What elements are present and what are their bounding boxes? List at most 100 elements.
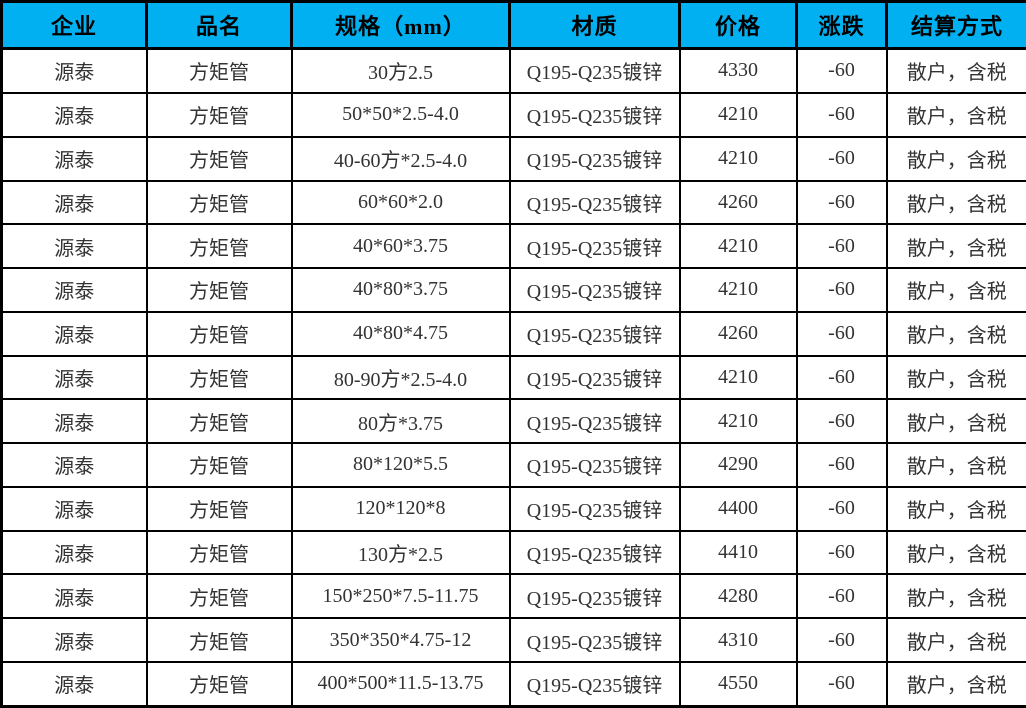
- table-row: 源泰 方矩管 350*350*4.75-12 Q195-Q235镀锌 4310 …: [0, 617, 1026, 663]
- cell-product: 方矩管: [145, 398, 293, 445]
- cell-company: 源泰: [0, 223, 148, 270]
- table-row: 源泰 方矩管 120*120*8 Q195-Q235镀锌 4400 -60 散户…: [0, 485, 1026, 532]
- cell-spec: 130方*2.5: [290, 529, 511, 576]
- cell-price: 4280: [678, 573, 798, 620]
- cell-material: Q195-Q235镀锌: [508, 573, 681, 620]
- cell-company: 源泰: [0, 354, 148, 401]
- cell-change: -60: [795, 529, 888, 576]
- cell-material: Q195-Q235镀锌: [508, 267, 681, 313]
- cell-spec: 400*500*11.5-13.75: [290, 660, 511, 708]
- cell-change: -60: [795, 660, 888, 708]
- cell-settlement: 散户，含税: [885, 354, 1026, 401]
- column-header-product: 品名: [145, 0, 293, 50]
- cell-change: -60: [795, 310, 888, 357]
- cell-change: -60: [795, 573, 888, 620]
- cell-price: 4310: [678, 617, 798, 663]
- cell-spec: 120*120*8: [290, 485, 511, 532]
- cell-settlement: 散户，含税: [885, 91, 1026, 138]
- cell-settlement: 散户，含税: [885, 47, 1026, 94]
- cell-product: 方矩管: [145, 223, 293, 270]
- cell-spec: 40-60方*2.5-4.0: [290, 135, 511, 182]
- cell-settlement: 散户，含税: [885, 310, 1026, 357]
- table-row: 源泰 方矩管 80-90方*2.5-4.0 Q195-Q235镀锌 4210 -…: [0, 354, 1026, 401]
- cell-change: -60: [795, 47, 888, 94]
- cell-change: -60: [795, 354, 888, 401]
- cell-material: Q195-Q235镀锌: [508, 223, 681, 270]
- cell-price: 4400: [678, 485, 798, 532]
- cell-settlement: 散户，含税: [885, 179, 1026, 226]
- table-header: 企业 品名 规格（mm） 材质 价格 涨跌 结算方式: [0, 0, 1026, 50]
- cell-product: 方矩管: [145, 485, 293, 532]
- cell-spec: 50*50*2.5-4.0: [290, 91, 511, 138]
- cell-product: 方矩管: [145, 617, 293, 663]
- cell-product: 方矩管: [145, 135, 293, 182]
- cell-company: 源泰: [0, 135, 148, 182]
- cell-spec: 350*350*4.75-12: [290, 617, 511, 663]
- cell-company: 源泰: [0, 660, 148, 708]
- cell-settlement: 散户，含税: [885, 223, 1026, 270]
- cell-company: 源泰: [0, 91, 148, 138]
- cell-material: Q195-Q235镀锌: [508, 398, 681, 445]
- cell-settlement: 散户，含税: [885, 135, 1026, 182]
- cell-product: 方矩管: [145, 529, 293, 576]
- cell-settlement: 散户，含税: [885, 485, 1026, 532]
- cell-change: -60: [795, 179, 888, 226]
- cell-material: Q195-Q235镀锌: [508, 135, 681, 182]
- cell-material: Q195-Q235镀锌: [508, 529, 681, 576]
- cell-price: 4210: [678, 354, 798, 401]
- cell-product: 方矩管: [145, 91, 293, 138]
- table-row: 源泰 方矩管 80*120*5.5 Q195-Q235镀锌 4290 -60 散…: [0, 442, 1026, 488]
- cell-material: Q195-Q235镀锌: [508, 179, 681, 226]
- cell-material: Q195-Q235镀锌: [508, 310, 681, 357]
- header-row: 企业 品名 规格（mm） 材质 价格 涨跌 结算方式: [0, 0, 1026, 50]
- cell-company: 源泰: [0, 573, 148, 620]
- cell-settlement: 散户，含税: [885, 267, 1026, 313]
- table-row: 源泰 方矩管 40*80*3.75 Q195-Q235镀锌 4210 -60 散…: [0, 267, 1026, 313]
- cell-price: 4330: [678, 47, 798, 94]
- cell-change: -60: [795, 442, 888, 488]
- table-row: 源泰 方矩管 50*50*2.5-4.0 Q195-Q235镀锌 4210 -6…: [0, 91, 1026, 138]
- table-row: 源泰 方矩管 40*60*3.75 Q195-Q235镀锌 4210 -60 散…: [0, 223, 1026, 270]
- cell-material: Q195-Q235镀锌: [508, 91, 681, 138]
- cell-price: 4290: [678, 442, 798, 488]
- cell-product: 方矩管: [145, 310, 293, 357]
- cell-company: 源泰: [0, 442, 148, 488]
- cell-material: Q195-Q235镀锌: [508, 617, 681, 663]
- cell-spec: 40*80*3.75: [290, 267, 511, 313]
- cell-product: 方矩管: [145, 442, 293, 488]
- cell-settlement: 散户，含税: [885, 398, 1026, 445]
- cell-company: 源泰: [0, 310, 148, 357]
- cell-company: 源泰: [0, 398, 148, 445]
- cell-spec: 80方*3.75: [290, 398, 511, 445]
- cell-spec: 30方2.5: [290, 47, 511, 94]
- table-row: 源泰 方矩管 80方*3.75 Q195-Q235镀锌 4210 -60 散户，…: [0, 398, 1026, 445]
- cell-price: 4410: [678, 529, 798, 576]
- column-header-price: 价格: [678, 0, 798, 50]
- cell-change: -60: [795, 91, 888, 138]
- cell-change: -60: [795, 617, 888, 663]
- column-header-company: 企业: [0, 0, 148, 50]
- cell-price: 4260: [678, 179, 798, 226]
- column-header-spec: 规格（mm）: [290, 0, 511, 50]
- cell-change: -60: [795, 267, 888, 313]
- cell-material: Q195-Q235镀锌: [508, 485, 681, 532]
- cell-spec: 60*60*2.0: [290, 179, 511, 226]
- cell-price: 4210: [678, 267, 798, 313]
- cell-change: -60: [795, 223, 888, 270]
- cell-price: 4550: [678, 660, 798, 708]
- table-row: 源泰 方矩管 130方*2.5 Q195-Q235镀锌 4410 -60 散户，…: [0, 529, 1026, 576]
- column-header-change: 涨跌: [795, 0, 888, 50]
- cell-settlement: 散户，含税: [885, 529, 1026, 576]
- cell-material: Q195-Q235镀锌: [508, 354, 681, 401]
- cell-settlement: 散户，含税: [885, 573, 1026, 620]
- cell-price: 4210: [678, 223, 798, 270]
- column-header-material: 材质: [508, 0, 681, 50]
- cell-product: 方矩管: [145, 267, 293, 313]
- cell-price: 4210: [678, 398, 798, 445]
- cell-spec: 40*80*4.75: [290, 310, 511, 357]
- cell-company: 源泰: [0, 529, 148, 576]
- cell-spec: 150*250*7.5-11.75: [290, 573, 511, 620]
- cell-product: 方矩管: [145, 179, 293, 226]
- table-row: 源泰 方矩管 40*80*4.75 Q195-Q235镀锌 4260 -60 散…: [0, 310, 1026, 357]
- cell-spec: 80-90方*2.5-4.0: [290, 354, 511, 401]
